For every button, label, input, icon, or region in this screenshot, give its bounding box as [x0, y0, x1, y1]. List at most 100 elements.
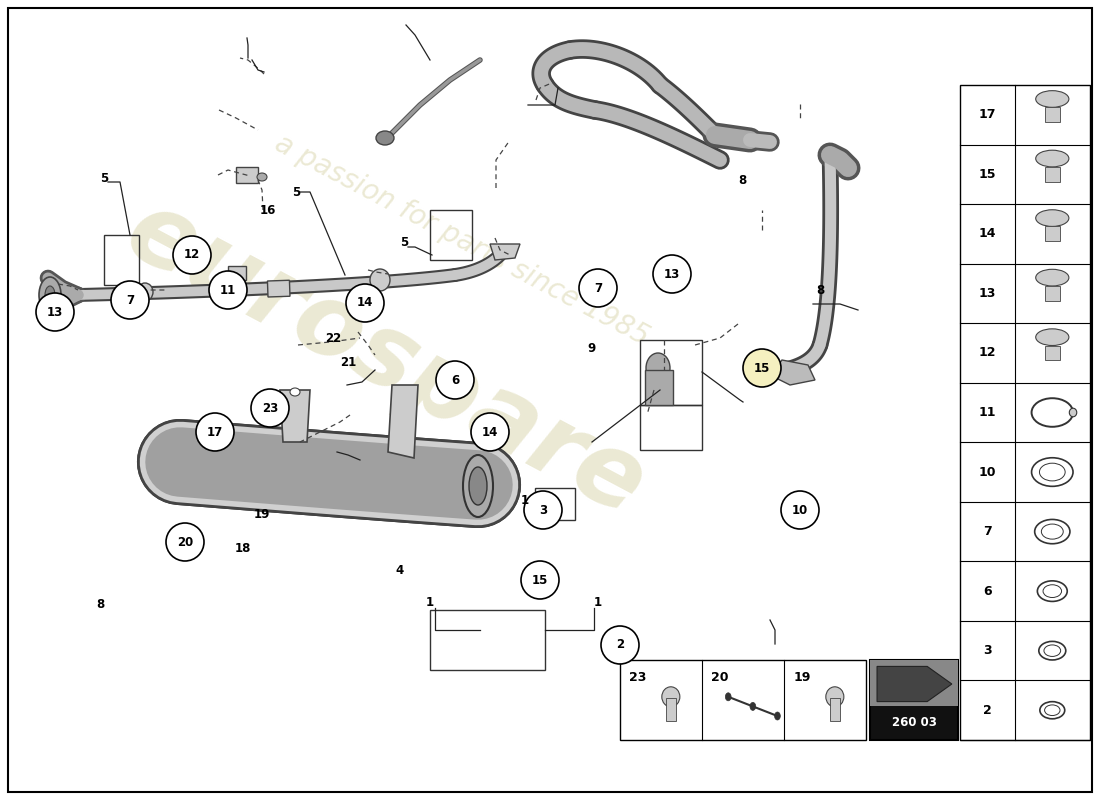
Circle shape	[521, 561, 559, 599]
Bar	[1045, 167, 1059, 182]
Circle shape	[36, 293, 74, 331]
Text: 3: 3	[539, 503, 547, 517]
Text: 7: 7	[983, 525, 992, 538]
Text: 22: 22	[324, 331, 341, 345]
Text: 6: 6	[983, 585, 991, 598]
Bar	[430, 610, 544, 670]
Bar	[645, 370, 673, 405]
Bar	[1045, 286, 1059, 301]
Ellipse shape	[1036, 329, 1069, 346]
Text: 2: 2	[616, 638, 624, 651]
Ellipse shape	[646, 353, 670, 383]
Ellipse shape	[662, 686, 680, 707]
Text: 23: 23	[262, 402, 278, 414]
Text: 2: 2	[983, 704, 992, 717]
Text: 10: 10	[979, 466, 997, 478]
Text: 11: 11	[220, 283, 236, 297]
Text: 5: 5	[100, 171, 108, 185]
Text: 13: 13	[664, 267, 680, 281]
Text: 20: 20	[177, 535, 194, 549]
Bar	[960, 85, 1090, 740]
Polygon shape	[490, 244, 520, 260]
Ellipse shape	[290, 388, 300, 396]
Circle shape	[166, 523, 204, 561]
Circle shape	[601, 626, 639, 664]
Text: 20: 20	[712, 671, 729, 684]
Bar	[267, 280, 290, 297]
Ellipse shape	[750, 702, 756, 710]
Ellipse shape	[1036, 210, 1069, 226]
Text: eurospare: eurospare	[109, 182, 661, 538]
Text: 11: 11	[979, 406, 997, 419]
Text: 9: 9	[587, 342, 596, 354]
Ellipse shape	[463, 455, 493, 517]
Text: 16: 16	[260, 203, 276, 217]
Text: 19: 19	[793, 671, 811, 684]
Bar	[870, 660, 958, 740]
Text: 19: 19	[254, 509, 271, 522]
Bar	[620, 660, 866, 740]
Text: 1: 1	[594, 595, 602, 609]
Text: 4: 4	[396, 563, 404, 577]
Ellipse shape	[725, 693, 732, 701]
Circle shape	[579, 269, 617, 307]
Bar	[1045, 107, 1059, 122]
Circle shape	[471, 413, 509, 451]
Text: a passion for parts since 1985: a passion for parts since 1985	[271, 129, 653, 351]
Circle shape	[781, 491, 820, 529]
Text: 260 03: 260 03	[892, 716, 936, 729]
Bar	[640, 405, 702, 450]
Ellipse shape	[370, 269, 390, 291]
Ellipse shape	[774, 712, 780, 720]
Text: 15: 15	[531, 574, 548, 586]
Circle shape	[436, 361, 474, 399]
Polygon shape	[280, 390, 310, 442]
Ellipse shape	[257, 173, 267, 181]
Bar	[1045, 346, 1059, 360]
Bar	[640, 340, 702, 405]
Text: 5: 5	[292, 186, 300, 198]
Text: 21: 21	[340, 355, 356, 369]
Ellipse shape	[1069, 408, 1077, 417]
Text: 12: 12	[979, 346, 997, 359]
Bar	[228, 266, 246, 280]
Ellipse shape	[138, 283, 153, 301]
Text: 23: 23	[629, 671, 647, 684]
Text: 13: 13	[979, 287, 996, 300]
Text: 1: 1	[521, 494, 529, 506]
Circle shape	[111, 281, 148, 319]
Text: 14: 14	[482, 426, 498, 438]
Text: 7: 7	[125, 294, 134, 306]
Circle shape	[742, 349, 781, 387]
Ellipse shape	[1036, 270, 1069, 286]
Text: 17: 17	[979, 108, 997, 122]
Ellipse shape	[469, 467, 487, 505]
Ellipse shape	[39, 277, 60, 313]
Ellipse shape	[1036, 150, 1069, 167]
Circle shape	[209, 271, 248, 309]
Text: 7: 7	[594, 282, 602, 294]
Text: 8: 8	[96, 598, 104, 610]
Bar	[1045, 226, 1059, 242]
Text: 10: 10	[792, 503, 808, 517]
Text: 17: 17	[207, 426, 223, 438]
Text: 12: 12	[184, 249, 200, 262]
Text: 15: 15	[754, 362, 770, 374]
Ellipse shape	[826, 686, 844, 707]
Text: 3: 3	[983, 644, 991, 657]
Circle shape	[251, 389, 289, 427]
Text: 14: 14	[979, 227, 997, 240]
Circle shape	[653, 255, 691, 293]
Text: 1: 1	[426, 595, 434, 609]
Bar	[104, 235, 139, 285]
Text: 15: 15	[979, 168, 997, 181]
Polygon shape	[877, 666, 952, 702]
Ellipse shape	[376, 131, 394, 145]
Ellipse shape	[45, 286, 55, 304]
Circle shape	[346, 284, 384, 322]
Polygon shape	[770, 360, 815, 385]
Bar	[829, 698, 839, 721]
Text: 6: 6	[451, 374, 459, 386]
Bar	[430, 210, 472, 260]
Circle shape	[524, 491, 562, 529]
